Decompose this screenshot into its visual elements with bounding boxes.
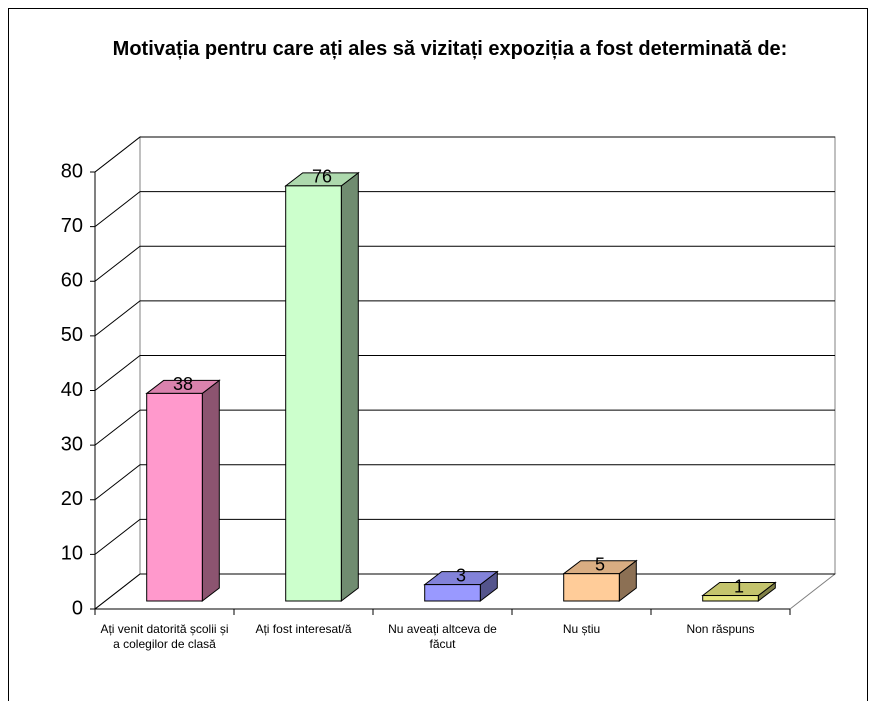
bar — [424, 584, 481, 602]
grid-line — [94, 518, 835, 555]
y-tick-label: 30 — [61, 433, 83, 455]
value-label: 76 — [312, 167, 332, 187]
y-tick-label: 0 — [72, 597, 83, 619]
x-tick-label: Non răspuns — [686, 622, 755, 636]
bar — [285, 185, 342, 602]
y-tick-label: 20 — [61, 488, 83, 510]
grid-line — [94, 245, 835, 282]
x-tick-label: Nu aveați altceva de făcut — [388, 622, 497, 651]
grid-line — [94, 355, 835, 391]
value-label: 1 — [734, 576, 744, 596]
bar — [563, 573, 620, 602]
y-tick-label: 10 — [61, 543, 83, 565]
x-tick-label: Nu știu — [562, 622, 601, 636]
y-tick-label: 40 — [61, 379, 83, 401]
y-tick-label: 50 — [61, 324, 83, 346]
y-tick-label: 70 — [61, 215, 83, 237]
value-label: 3 — [456, 565, 466, 585]
bar-side — [340, 171, 359, 603]
bar — [146, 392, 203, 602]
grid-line — [94, 409, 835, 446]
value-label: 5 — [595, 554, 605, 574]
chart-frame — [8, 8, 868, 701]
bar-side — [201, 379, 220, 603]
value-label: 38 — [173, 374, 193, 394]
grid-line — [94, 300, 835, 337]
x-tick-label: Ați fost interesat/ă — [255, 622, 352, 636]
grid-line — [94, 191, 835, 228]
y-tick-label: 80 — [61, 160, 83, 182]
bar — [702, 595, 759, 602]
grid-line — [94, 464, 835, 501]
grid-line — [94, 136, 835, 173]
x-tick-label: Ați venit datorită școlii și a colegilor… — [100, 622, 229, 651]
y-tick-label: 60 — [61, 270, 83, 292]
chart-title: Motivația pentru care ați ales să vizita… — [112, 38, 788, 60]
